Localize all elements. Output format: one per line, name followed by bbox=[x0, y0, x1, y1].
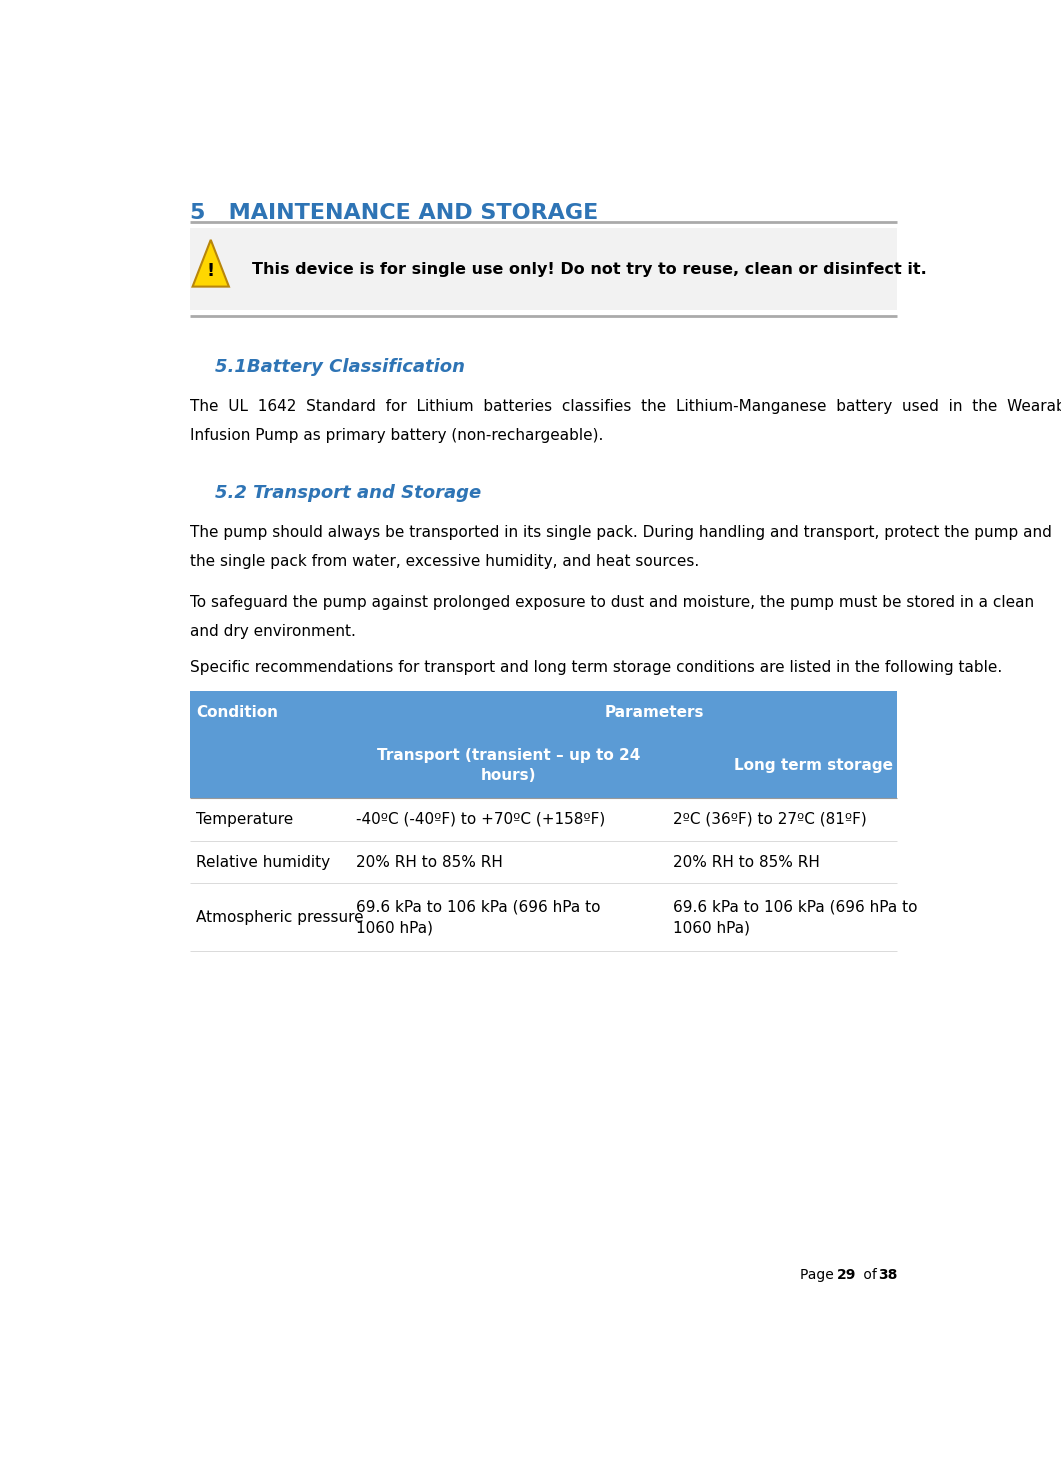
Text: of: of bbox=[858, 1267, 881, 1282]
Text: This device is for single use only! Do not try to reuse, clean or disinfect it.: This device is for single use only! Do n… bbox=[251, 261, 926, 276]
Text: The  UL  1642  Standard  for  Lithium  batteries  classifies  the  Lithium-Manga: The UL 1642 Standard for Lithium batteri… bbox=[190, 399, 1061, 415]
FancyBboxPatch shape bbox=[190, 799, 898, 841]
Text: 29: 29 bbox=[837, 1267, 856, 1282]
FancyBboxPatch shape bbox=[190, 733, 898, 799]
Text: Long term storage: Long term storage bbox=[733, 758, 892, 772]
Text: 69.6 kPa to 106 kPa (696 hPa to
1060 hPa): 69.6 kPa to 106 kPa (696 hPa to 1060 hPa… bbox=[356, 899, 601, 936]
Text: !: ! bbox=[207, 261, 214, 279]
Text: 2ºC (36ºF) to 27ºC (81ºF): 2ºC (36ºF) to 27ºC (81ºF) bbox=[673, 812, 867, 826]
Text: Page: Page bbox=[800, 1267, 838, 1282]
FancyBboxPatch shape bbox=[190, 883, 898, 950]
Text: 5.1Battery Classification: 5.1Battery Classification bbox=[214, 359, 465, 377]
Text: Specific recommendations for transport and long term storage conditions are list: Specific recommendations for transport a… bbox=[190, 660, 1003, 675]
Text: Infusion Pump as primary battery (non-rechargeable).: Infusion Pump as primary battery (non-re… bbox=[190, 428, 604, 444]
Text: 38: 38 bbox=[877, 1267, 898, 1282]
FancyBboxPatch shape bbox=[190, 228, 898, 310]
Text: Condition: Condition bbox=[196, 705, 278, 720]
Text: 5.2 Transport and Storage: 5.2 Transport and Storage bbox=[214, 485, 481, 502]
Text: -40ºC (-40ºF) to +70ºC (+158ºF): -40ºC (-40ºF) to +70ºC (+158ºF) bbox=[356, 812, 606, 826]
FancyBboxPatch shape bbox=[190, 691, 898, 733]
Text: 69.6 kPa to 106 kPa (696 hPa to
1060 hPa): 69.6 kPa to 106 kPa (696 hPa to 1060 hPa… bbox=[673, 899, 918, 936]
Text: The pump should always be transported in its single pack. During handling and tr: The pump should always be transported in… bbox=[190, 524, 1053, 540]
Text: Parameters: Parameters bbox=[605, 705, 705, 720]
Text: 5   MAINTENANCE AND STORAGE: 5 MAINTENANCE AND STORAGE bbox=[190, 203, 598, 223]
Text: Atmospheric pressure: Atmospheric pressure bbox=[196, 910, 364, 924]
Polygon shape bbox=[192, 239, 229, 286]
Text: the single pack from water, excessive humidity, and heat sources.: the single pack from water, excessive hu… bbox=[190, 553, 699, 569]
Text: Temperature: Temperature bbox=[196, 812, 293, 826]
Text: and dry environment.: and dry environment. bbox=[190, 623, 356, 639]
Text: 20% RH to 85% RH: 20% RH to 85% RH bbox=[673, 854, 820, 870]
Text: To safeguard the pump against prolonged exposure to dust and moisture, the pump : To safeguard the pump against prolonged … bbox=[190, 594, 1034, 609]
FancyBboxPatch shape bbox=[190, 841, 898, 883]
Text: 20% RH to 85% RH: 20% RH to 85% RH bbox=[356, 854, 503, 870]
Text: Relative humidity: Relative humidity bbox=[196, 854, 330, 870]
Text: Transport (transient – up to 24
hours): Transport (transient – up to 24 hours) bbox=[377, 748, 641, 783]
